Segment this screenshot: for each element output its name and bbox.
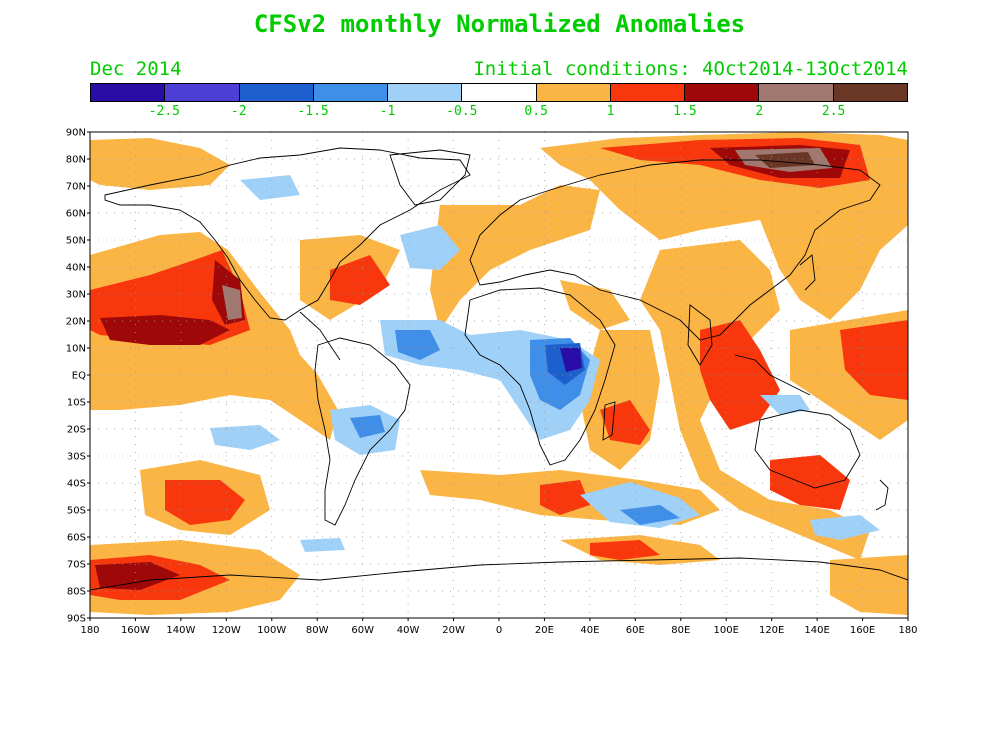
- lon-label: 40E: [580, 625, 599, 636]
- legend-swatch-6: [536, 84, 611, 101]
- lat-label: 90N: [66, 128, 86, 139]
- anomaly-band-deepblue: [560, 348, 582, 372]
- legend-swatch-10: [833, 84, 907, 101]
- legend-swatch-2: [239, 84, 314, 101]
- lat-label: 10S: [67, 398, 86, 409]
- lat-label: 20N: [66, 317, 86, 328]
- lat-label: 60N: [66, 209, 86, 220]
- anomaly-band-darkbrown: [755, 152, 815, 168]
- lon-label: 20W: [442, 625, 465, 636]
- legend-swatch-9: [759, 84, 834, 101]
- lon-label: 60E: [626, 625, 645, 636]
- legend-swatch-1: [165, 84, 240, 101]
- lon-label: 160W: [121, 625, 150, 636]
- lon-label: 160E: [850, 625, 875, 636]
- lon-label: 140E: [804, 625, 829, 636]
- legend-swatch-8: [685, 84, 760, 101]
- latitude-labels: 90N 80N 70N 60N 50N 40N 30N 20N 10N EQ 10S 20S 30S 40…: [66, 128, 90, 625]
- legend-swatch-7: [610, 84, 686, 101]
- legend-label: 1: [606, 104, 615, 119]
- legend-swatch-3: [313, 84, 389, 101]
- lon-label: 120E: [759, 625, 784, 636]
- lon-label: 80E: [671, 625, 690, 636]
- lon-label: 0: [496, 625, 502, 636]
- lon-label: 100E: [714, 625, 739, 636]
- lat-label: 70N: [66, 182, 86, 193]
- lon-label: 180: [80, 625, 99, 636]
- lat-label: 40S: [67, 479, 86, 490]
- lat-label: EQ: [72, 371, 86, 382]
- anomaly-shading: [90, 132, 908, 615]
- legend-swatch-5: [462, 84, 537, 101]
- legend-swatch-0: [91, 84, 166, 101]
- map-title: CFSv2 monthly Normalized Anomalies: [253, 10, 746, 38]
- legend-label: 2.5: [821, 104, 846, 119]
- longitude-labels: 180 160W 140W 120W 100W 80W 60W 40W 20W 0 20E 40E 60…: [80, 618, 918, 636]
- valid-month-label: Dec 2014: [90, 58, 182, 80]
- lon-label: 180: [898, 625, 917, 636]
- lat-label: 50N: [66, 236, 86, 247]
- lon-label: 20E: [535, 625, 554, 636]
- lon-label: 80W: [306, 625, 329, 636]
- lat-lon-grid: [90, 132, 908, 618]
- color-legend: [90, 83, 908, 102]
- lat-label: 30N: [66, 290, 86, 301]
- lat-label: 60S: [67, 533, 86, 544]
- legend-label: 2: [755, 104, 764, 119]
- lon-label: 40W: [397, 625, 420, 636]
- lat-label: 10N: [66, 344, 86, 355]
- legend-label: -2: [230, 104, 247, 119]
- lat-label: 90S: [67, 614, 86, 625]
- lat-label: 40N: [66, 263, 86, 274]
- lon-label: 120W: [212, 625, 241, 636]
- lat-label: 20S: [67, 425, 86, 436]
- legend-label: 1.5: [673, 104, 697, 119]
- legend-label: -2.5: [148, 104, 181, 119]
- legend-label: 0.5: [524, 104, 548, 119]
- lat-label: 80S: [67, 587, 86, 598]
- lat-label: 50S: [67, 506, 86, 517]
- initial-conditions-label: Initial conditions: 4Oct2014-13Oct2014: [473, 58, 908, 80]
- lon-label: 60W: [351, 625, 374, 636]
- legend-swatch-4: [388, 84, 463, 101]
- legend-label: -1.5: [297, 104, 329, 119]
- legend-labels: -2.5 -2 -1.5 -1 -0.5 0.5 1 1.5 2 2.5: [90, 104, 908, 120]
- coastlines: [90, 147, 908, 618]
- lat-label: 80N: [66, 155, 86, 166]
- lat-label: 30S: [67, 452, 86, 463]
- legend-label: -1: [379, 104, 396, 119]
- lon-label: 140W: [166, 625, 195, 636]
- lat-label: 70S: [67, 560, 86, 571]
- lon-label: 100W: [257, 625, 286, 636]
- legend-label: -0.5: [446, 104, 478, 119]
